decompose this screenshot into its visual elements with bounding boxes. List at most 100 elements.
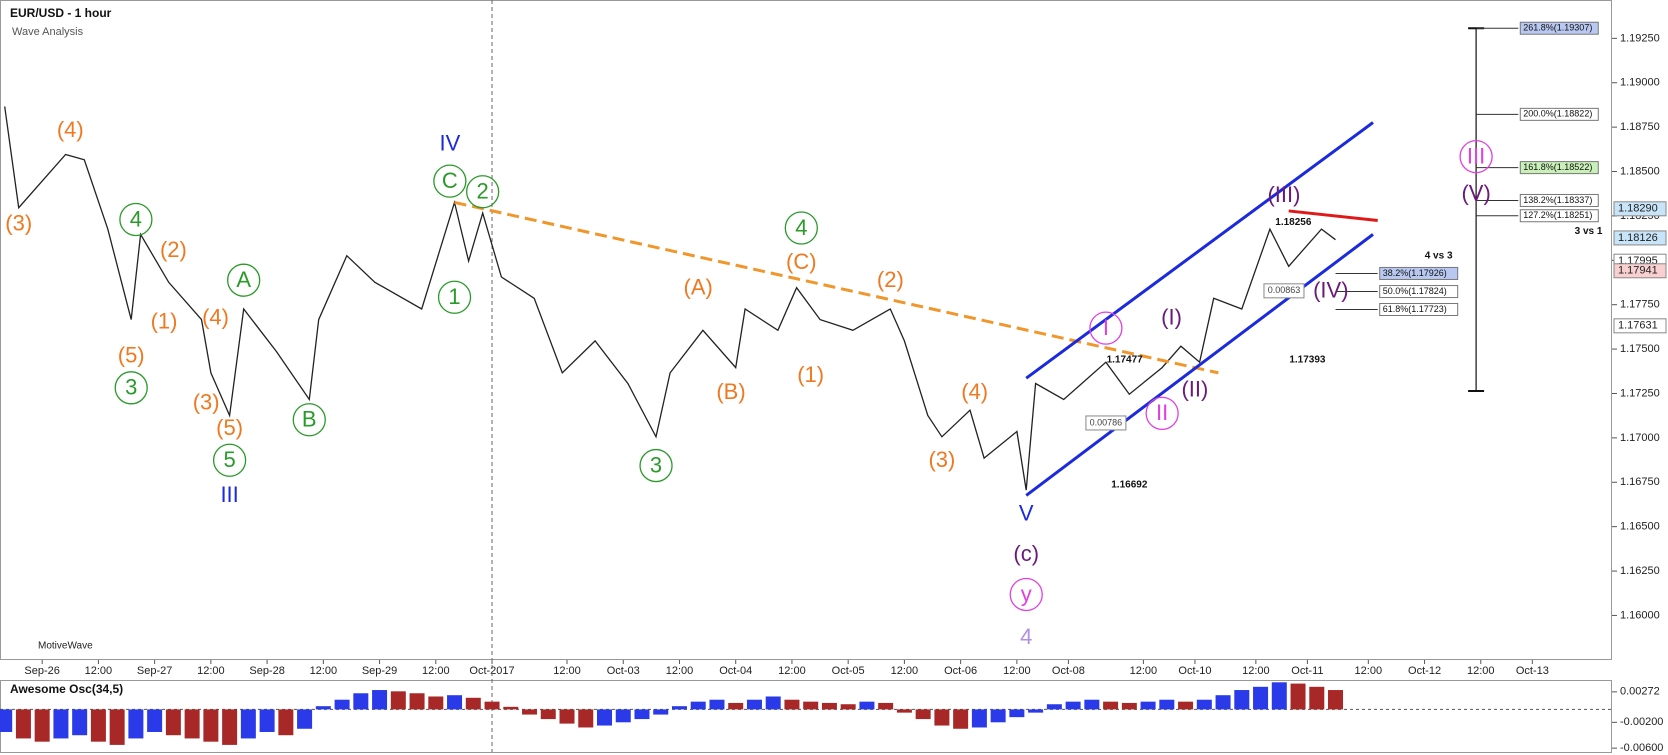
- osc-bar: [1046, 704, 1062, 710]
- x-tick-label: 12:00: [197, 665, 225, 677]
- y-tick-label: 1.17500: [1620, 343, 1660, 355]
- trend-line: [1025, 233, 1374, 497]
- osc-bar: [522, 709, 538, 715]
- wave-label: IV: [439, 131, 460, 156]
- osc-bar: [1253, 686, 1269, 710]
- osc-bar: [165, 709, 181, 736]
- y-tick-label: 1.17750: [1620, 299, 1660, 311]
- wave-circle: [114, 371, 148, 405]
- osc-bar: [690, 701, 706, 710]
- x-tick-label: Sep-28: [249, 665, 284, 677]
- wave-label: (2): [160, 237, 187, 262]
- wave-label: 4: [795, 215, 807, 240]
- osc-bar: [72, 709, 88, 736]
- osc-bar: [1328, 690, 1344, 710]
- osc-bar: [90, 709, 106, 742]
- osc-bar: [990, 709, 1006, 723]
- osc-bar: [597, 709, 612, 726]
- wave-label: (C): [786, 249, 817, 274]
- osc-bar: [1178, 701, 1194, 710]
- fib-label: 138.2%(1.18337): [1523, 195, 1592, 205]
- price-tag-label: 1.18126: [1618, 232, 1658, 244]
- osc-bar: [1159, 699, 1175, 710]
- note-box: [1085, 415, 1127, 431]
- osc-bar: [34, 709, 50, 742]
- osc-bar: [728, 702, 744, 710]
- price-tag: [1613, 230, 1667, 246]
- osc-bar: [615, 709, 631, 723]
- wave-label: (4): [202, 304, 229, 329]
- wave-circle: [1009, 577, 1043, 612]
- osc-bar: [803, 701, 819, 710]
- osc-bar: [1009, 709, 1025, 718]
- wave-circle: [212, 443, 247, 477]
- fib-label-box: [1519, 107, 1599, 121]
- osc-bar: [1084, 699, 1100, 710]
- osc-bar: [203, 709, 219, 742]
- osc-bar: [447, 695, 463, 710]
- osc-bar: [634, 709, 650, 720]
- fib-label-box: [1519, 21, 1599, 35]
- wave-label: 4: [1020, 624, 1032, 649]
- x-tick-label: 12:00: [778, 665, 806, 677]
- wave-label: III: [1467, 143, 1485, 168]
- osc-bar: [334, 699, 350, 710]
- trend-line: [1025, 121, 1374, 380]
- wave-label: (II): [1181, 377, 1208, 402]
- fib-label-box: [1519, 209, 1599, 223]
- x-tick-label: Sep-26: [24, 665, 59, 677]
- osc-bar: [409, 693, 425, 710]
- wave-label: (A): [684, 274, 713, 299]
- osc-bar: [259, 709, 275, 732]
- osc-bar: [128, 709, 144, 739]
- y-tick-label: 1.16000: [1620, 609, 1660, 621]
- x-tick-label: Oct-06: [944, 665, 977, 677]
- x-tick-label: Sep-27: [137, 665, 172, 677]
- wave-label: 1: [448, 284, 460, 309]
- x-tick-label: Oct-10: [1178, 665, 1211, 677]
- osc-tick-label: -0.00200: [1620, 716, 1663, 728]
- x-tick-label: 12:00: [1467, 665, 1495, 677]
- osc-title: Awesome Osc(34,5): [10, 682, 123, 696]
- price-tag: [1613, 201, 1667, 217]
- watermark: MotiveWave: [38, 641, 93, 652]
- osc-bar: [503, 706, 519, 710]
- wave-label: 3: [650, 452, 662, 477]
- fib-label-box: [1519, 193, 1599, 207]
- wave-circle: [1459, 139, 1493, 174]
- y-tick-label: 1.16750: [1620, 476, 1660, 488]
- wave-label: (5): [216, 415, 243, 440]
- trend-line: [1288, 209, 1378, 223]
- osc-bar: [372, 690, 388, 710]
- x-tick-label: Oct-11: [1291, 665, 1323, 677]
- wave-label: (3): [193, 390, 220, 415]
- y-tick-label: 1.16250: [1620, 565, 1660, 577]
- osc-bar: [578, 709, 594, 728]
- wave-label: (1): [151, 309, 178, 334]
- price-tag: [1613, 263, 1667, 279]
- note: 1.16692: [1111, 479, 1148, 490]
- chart-title: EUR/USD - 1 hour: [10, 6, 112, 20]
- wave-label: (3): [5, 211, 32, 236]
- wave-label: 3: [125, 375, 137, 400]
- wave-label: C: [442, 168, 458, 193]
- y-tick-label: 1.16500: [1620, 521, 1660, 533]
- osc-bar: [0, 709, 13, 732]
- trend-line: [454, 200, 1219, 375]
- x-tick-label: 12:00: [85, 665, 113, 677]
- osc-bar: [1196, 699, 1212, 710]
- wave-label: V: [1019, 500, 1034, 525]
- osc-bar: [540, 709, 556, 720]
- osc-bar: [297, 709, 313, 729]
- note: 1.18256: [1275, 217, 1312, 228]
- price-tag-label: 1.17631: [1618, 320, 1658, 332]
- x-tick-label: Oct-12: [1408, 665, 1441, 677]
- x-tick-label: Oct-2017: [469, 665, 514, 677]
- wave-label: 2: [477, 179, 489, 204]
- y-tick-label: 1.19250: [1620, 32, 1660, 44]
- x-tick-label: 12:00: [666, 665, 694, 677]
- note: 1.17393: [1289, 355, 1326, 366]
- fib-label-box: [1379, 266, 1459, 280]
